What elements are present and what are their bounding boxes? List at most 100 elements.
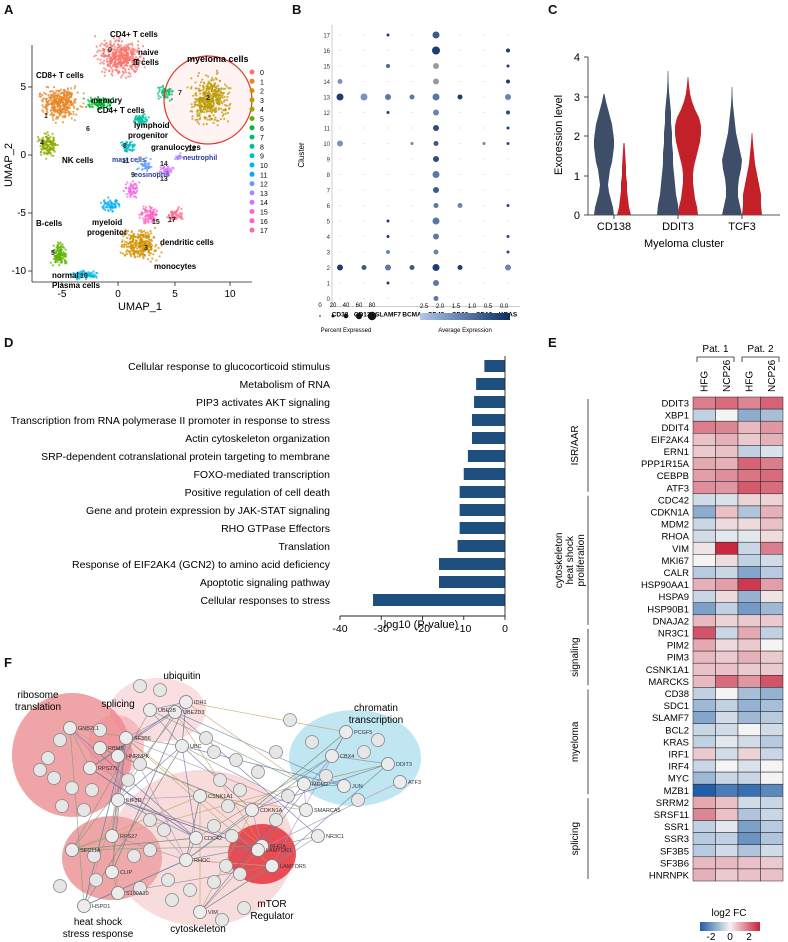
section-label-0: ISR/AAR [570, 425, 581, 465]
cell-SRRM2-0 [692, 796, 716, 809]
umap-point [131, 149, 134, 153]
label-mast-cells: mast cells [112, 157, 146, 164]
cell-HSPA9-2 [737, 590, 761, 603]
cell-HSP90B1-1 [715, 602, 739, 616]
umap-xtick: -5 [58, 289, 67, 300]
umap-point [100, 201, 103, 204]
umap-point [52, 137, 55, 140]
umap-point [104, 55, 107, 58]
dot-SLAMF7-8 [387, 174, 389, 175]
umap-point [109, 204, 113, 207]
umap-point [62, 251, 65, 254]
umap-point [207, 80, 210, 83]
umap-point [135, 242, 138, 245]
umap-point [95, 272, 99, 275]
dot-CD38-13 [336, 93, 344, 101]
umap-point [94, 275, 97, 278]
cell-RHOA-2 [737, 529, 761, 543]
umap-point [72, 105, 75, 108]
gene-label-IRF4: IRF4 [668, 762, 689, 773]
node-label-SEC11A: SEC11A [80, 848, 101, 854]
cluster-tick-10: 10 [323, 142, 330, 148]
network-edge [251, 763, 389, 811]
group-label-ubiquitin: ubiquitin [163, 671, 200, 682]
dot-SLAMF7-12 [386, 111, 390, 114]
umap-point [69, 100, 72, 104]
umap-point [123, 244, 126, 247]
network-node [89, 873, 103, 887]
bar-category-labels: Cellular response to glucocorticoid stim… [11, 361, 331, 607]
umap-point [145, 244, 148, 247]
network-node [351, 793, 365, 807]
legend-swatch [249, 162, 255, 168]
umap-point [43, 132, 46, 135]
cell-MZB1-0 [692, 783, 716, 797]
dot-CD20-3 [459, 251, 461, 253]
umap-point [170, 98, 174, 101]
umap-point [173, 218, 176, 221]
umap-point [160, 168, 163, 171]
dot-CD19-4 [483, 236, 485, 237]
umap-point [130, 48, 133, 52]
bar-label-4: Actin cytoskeleton organization [185, 433, 330, 445]
umap-point [130, 255, 133, 258]
dot-CD138-9 [363, 158, 365, 160]
dot-CD19-13 [483, 96, 485, 98]
gene-label-XBP1: XBP1 [665, 411, 689, 422]
umap-point [113, 48, 116, 52]
umap-point [99, 103, 102, 107]
umap-point [94, 54, 98, 57]
umap-point [109, 208, 112, 211]
cell-PIM2-1 [715, 638, 739, 652]
cell-SF3B6-3 [760, 856, 784, 870]
dot-KRAS-5 [507, 220, 509, 222]
umap-point [141, 168, 144, 171]
umap-point [101, 205, 104, 208]
umap-point [223, 99, 226, 102]
umap-point [201, 105, 204, 108]
umap-point [82, 102, 85, 105]
umap-point [175, 214, 178, 217]
group-chromatin-bg [289, 710, 421, 806]
cell-SDC1-0 [692, 699, 716, 712]
umap-point [166, 165, 169, 168]
node-RPS27 [105, 829, 119, 843]
umap-point [86, 273, 89, 276]
umap-point [73, 106, 76, 110]
umap-point [133, 183, 136, 186]
umap-point [158, 88, 161, 91]
umap-point [165, 95, 168, 98]
umap-point [59, 95, 62, 98]
umap-point [149, 215, 152, 218]
dot-CD138-17 [363, 34, 365, 36]
umap-point [63, 94, 66, 97]
umap-point [123, 246, 126, 249]
section-label-4: splicing [570, 822, 581, 855]
panel-label-a: A [4, 2, 14, 17]
umap-point [227, 87, 230, 90]
umap-point [57, 241, 60, 244]
umap-point [125, 250, 128, 253]
bar-x-ticks: -40 -30 -20 -10 0 [332, 616, 508, 635]
dot-BCMA-12 [411, 112, 413, 113]
gene-label-CDKN1A: CDKN1A [650, 508, 689, 519]
umap-point [186, 86, 189, 89]
dot-CD20-11 [459, 127, 461, 129]
cell-HSP90AA1-3 [760, 578, 784, 591]
umap-point [73, 275, 76, 278]
umap-point [207, 101, 210, 104]
umap-point [37, 140, 40, 143]
dot-CD45-13 [432, 93, 440, 101]
network-edge [185, 809, 253, 861]
umap-point [42, 106, 45, 109]
cell-CDKN1A-0 [692, 505, 716, 519]
umap-point [145, 162, 148, 165]
umap-point [62, 116, 65, 119]
node-label-SF3B6: SF3B6 [134, 736, 151, 742]
network-node [121, 773, 135, 787]
umap-point [125, 241, 128, 244]
umap-point [124, 240, 127, 243]
bar-label-13: Cellular responses to stress [200, 595, 330, 607]
umap-point [55, 105, 58, 108]
umap-point [110, 101, 113, 104]
